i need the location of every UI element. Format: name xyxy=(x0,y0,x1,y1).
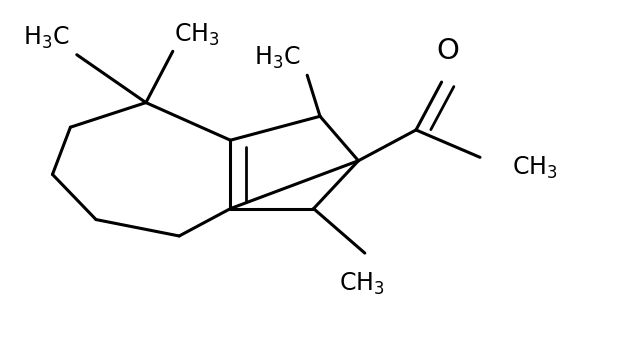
Text: H$_3$C: H$_3$C xyxy=(22,25,69,51)
Text: H$_3$C: H$_3$C xyxy=(254,45,301,71)
Text: CH$_3$: CH$_3$ xyxy=(512,155,557,181)
Text: CH$_3$: CH$_3$ xyxy=(339,271,385,297)
Text: O: O xyxy=(436,37,460,65)
Text: CH$_3$: CH$_3$ xyxy=(174,22,220,48)
